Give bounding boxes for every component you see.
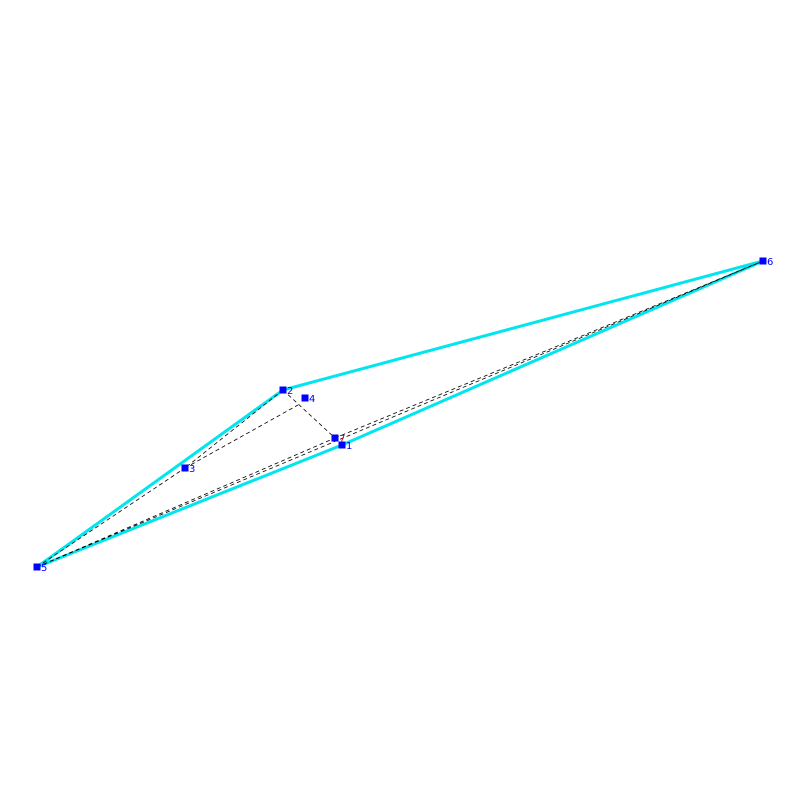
dashed-edge: [36, 467, 186, 568]
point: [33, 563, 41, 571]
point-label: 7: [339, 434, 345, 445]
point-label: 4: [309, 394, 315, 405]
point: [279, 386, 287, 394]
point-label: 3: [189, 464, 195, 475]
point-label: 6: [767, 257, 773, 268]
dashed-edge: [36, 260, 764, 568]
points: 1 2 3 4 5 6 7: [33, 257, 773, 574]
point-label: 1: [346, 441, 352, 452]
dashed-edge: [282, 389, 336, 439]
point-label: 5: [41, 563, 47, 574]
triangulation: [36, 260, 764, 568]
point: [181, 464, 189, 472]
dashed-edge: [334, 260, 764, 439]
point: [331, 434, 339, 442]
dashed-edge: [184, 404, 299, 469]
point: [759, 257, 767, 265]
point: [301, 394, 309, 402]
dashed-edge: [36, 437, 336, 568]
point-label: 2: [287, 386, 293, 397]
point: [338, 441, 346, 449]
